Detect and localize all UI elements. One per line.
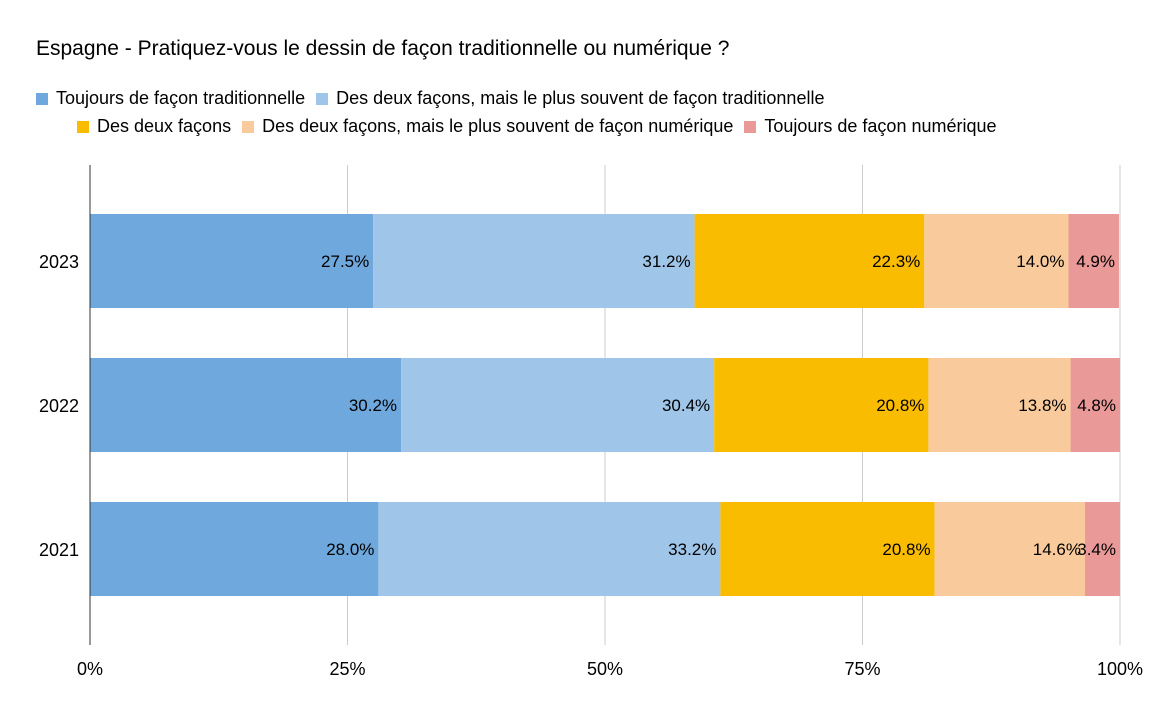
data-label: 22.3% [872,252,920,271]
legend-swatch [36,92,48,105]
y-tick-label: 2021 [39,540,79,560]
legend-item[interactable]: Des deux façons [77,116,231,137]
legend-item[interactable]: Des deux façons, mais le plus souvent de… [242,116,733,137]
bar-segment[interactable] [1070,358,1120,452]
bar-segment[interactable] [378,502,721,596]
bar-segment[interactable] [401,358,715,452]
legend-swatch [77,120,89,133]
legend: Toujours de façon traditionnelle Des deu… [36,88,835,109]
data-label: 3.4% [1077,540,1116,559]
legend-label: Toujours de façon numérique [764,116,997,136]
x-tick-label: 0% [77,659,103,679]
y-tick-label: 2023 [39,252,79,272]
bar-segment[interactable] [90,358,402,452]
x-tick-label: 75% [844,659,880,679]
bar-segment[interactable] [934,502,1085,596]
legend-label: Toujours de façon traditionnelle [56,88,306,108]
data-label: 30.2% [349,396,397,415]
bar-segment[interactable] [720,502,935,596]
bar-segment[interactable] [924,214,1069,308]
data-label: 4.9% [1076,252,1115,271]
data-label: 30.4% [662,396,710,415]
data-label: 20.8% [882,540,930,559]
legend-swatch [316,92,329,105]
legend-label: Des deux façons, mais le plus souvent de… [336,88,825,108]
bar-segment[interactable] [714,358,929,452]
data-label: 14.6% [1033,540,1081,559]
bar-segment[interactable] [928,358,1071,452]
chart-title: Espagne - Pratiquez-vous le dessin de fa… [36,37,730,60]
data-label: 14.0% [1016,252,1064,271]
bar-segment[interactable] [90,214,374,308]
x-tick-label: 50% [587,659,623,679]
legend-label: Des deux façons [97,116,232,136]
legend-swatch [744,120,757,133]
legend-item[interactable]: Toujours de façon numérique [744,116,997,137]
data-label: 20.8% [876,396,924,415]
data-label: 27.5% [321,252,369,271]
legend-swatch [242,120,255,133]
x-tick-label: 25% [329,659,365,679]
data-label: 13.8% [1018,396,1066,415]
bar-segment[interactable] [1084,502,1120,596]
bar-segment[interactable] [90,502,379,596]
legend: Des deux façons Des deux façons, mais le… [77,116,1008,137]
bar-segment[interactable] [1068,214,1119,308]
legend-item[interactable]: Des deux façons, mais le plus souvent de… [316,88,824,109]
y-tick-label: 2022 [39,396,79,416]
legend-label: Des deux façons, mais le plus souvent de… [262,116,734,136]
data-label: 33.2% [668,540,716,559]
data-label: 4.8% [1077,396,1116,415]
data-label: 31.2% [642,252,690,271]
bar-segment[interactable] [373,214,695,308]
legend-item[interactable]: Toujours de façon traditionnelle [36,88,305,109]
bar-segment[interactable] [694,214,925,308]
data-label: 28.0% [326,540,374,559]
x-tick-label: 100% [1097,659,1143,679]
